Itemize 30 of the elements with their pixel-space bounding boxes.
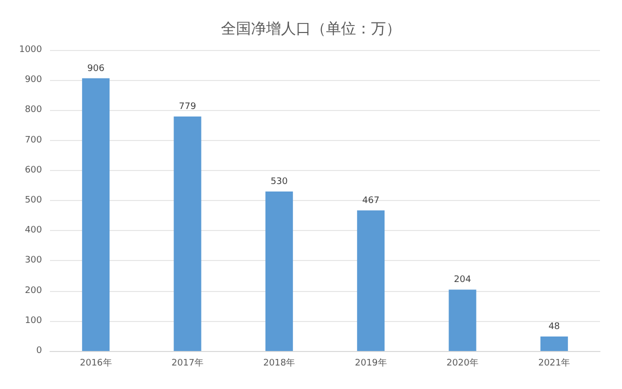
data-label: 779	[178, 102, 196, 112]
x-tick-label: 2021年	[538, 358, 570, 368]
x-tick-label: 2020年	[446, 358, 478, 368]
y-tick-label: 300	[24, 256, 42, 266]
data-label: 530	[270, 176, 288, 187]
data-label: 48	[548, 322, 560, 332]
bar	[82, 78, 110, 351]
x-tick-label: 2016年	[80, 358, 112, 368]
y-tick-label: 400	[24, 226, 42, 236]
data-label: 467	[362, 196, 380, 206]
y-tick-label: 0	[36, 346, 42, 356]
bar	[540, 336, 568, 351]
data-label: 204	[454, 275, 472, 286]
y-tick-label: 100	[24, 316, 42, 326]
y-tick-label: 500	[24, 196, 42, 206]
bar	[174, 116, 202, 351]
chart-title: 全国净增人口（单位：万）	[221, 20, 401, 38]
x-tick-label: 2019年	[354, 358, 387, 368]
data-label: 906	[87, 64, 105, 74]
y-tick-label: 1000	[19, 45, 42, 55]
y-tick-label: 600	[24, 165, 42, 176]
bar	[357, 210, 385, 351]
y-tick-label: 200	[24, 286, 42, 296]
bar	[448, 290, 476, 351]
y-tick-label: 700	[24, 135, 42, 146]
bar	[265, 191, 293, 351]
x-tick-label: 2018年	[263, 358, 296, 368]
x-tick-label: 2017年	[172, 358, 204, 368]
y-tick-label: 900	[24, 75, 42, 86]
y-tick-label: 800	[24, 105, 42, 116]
